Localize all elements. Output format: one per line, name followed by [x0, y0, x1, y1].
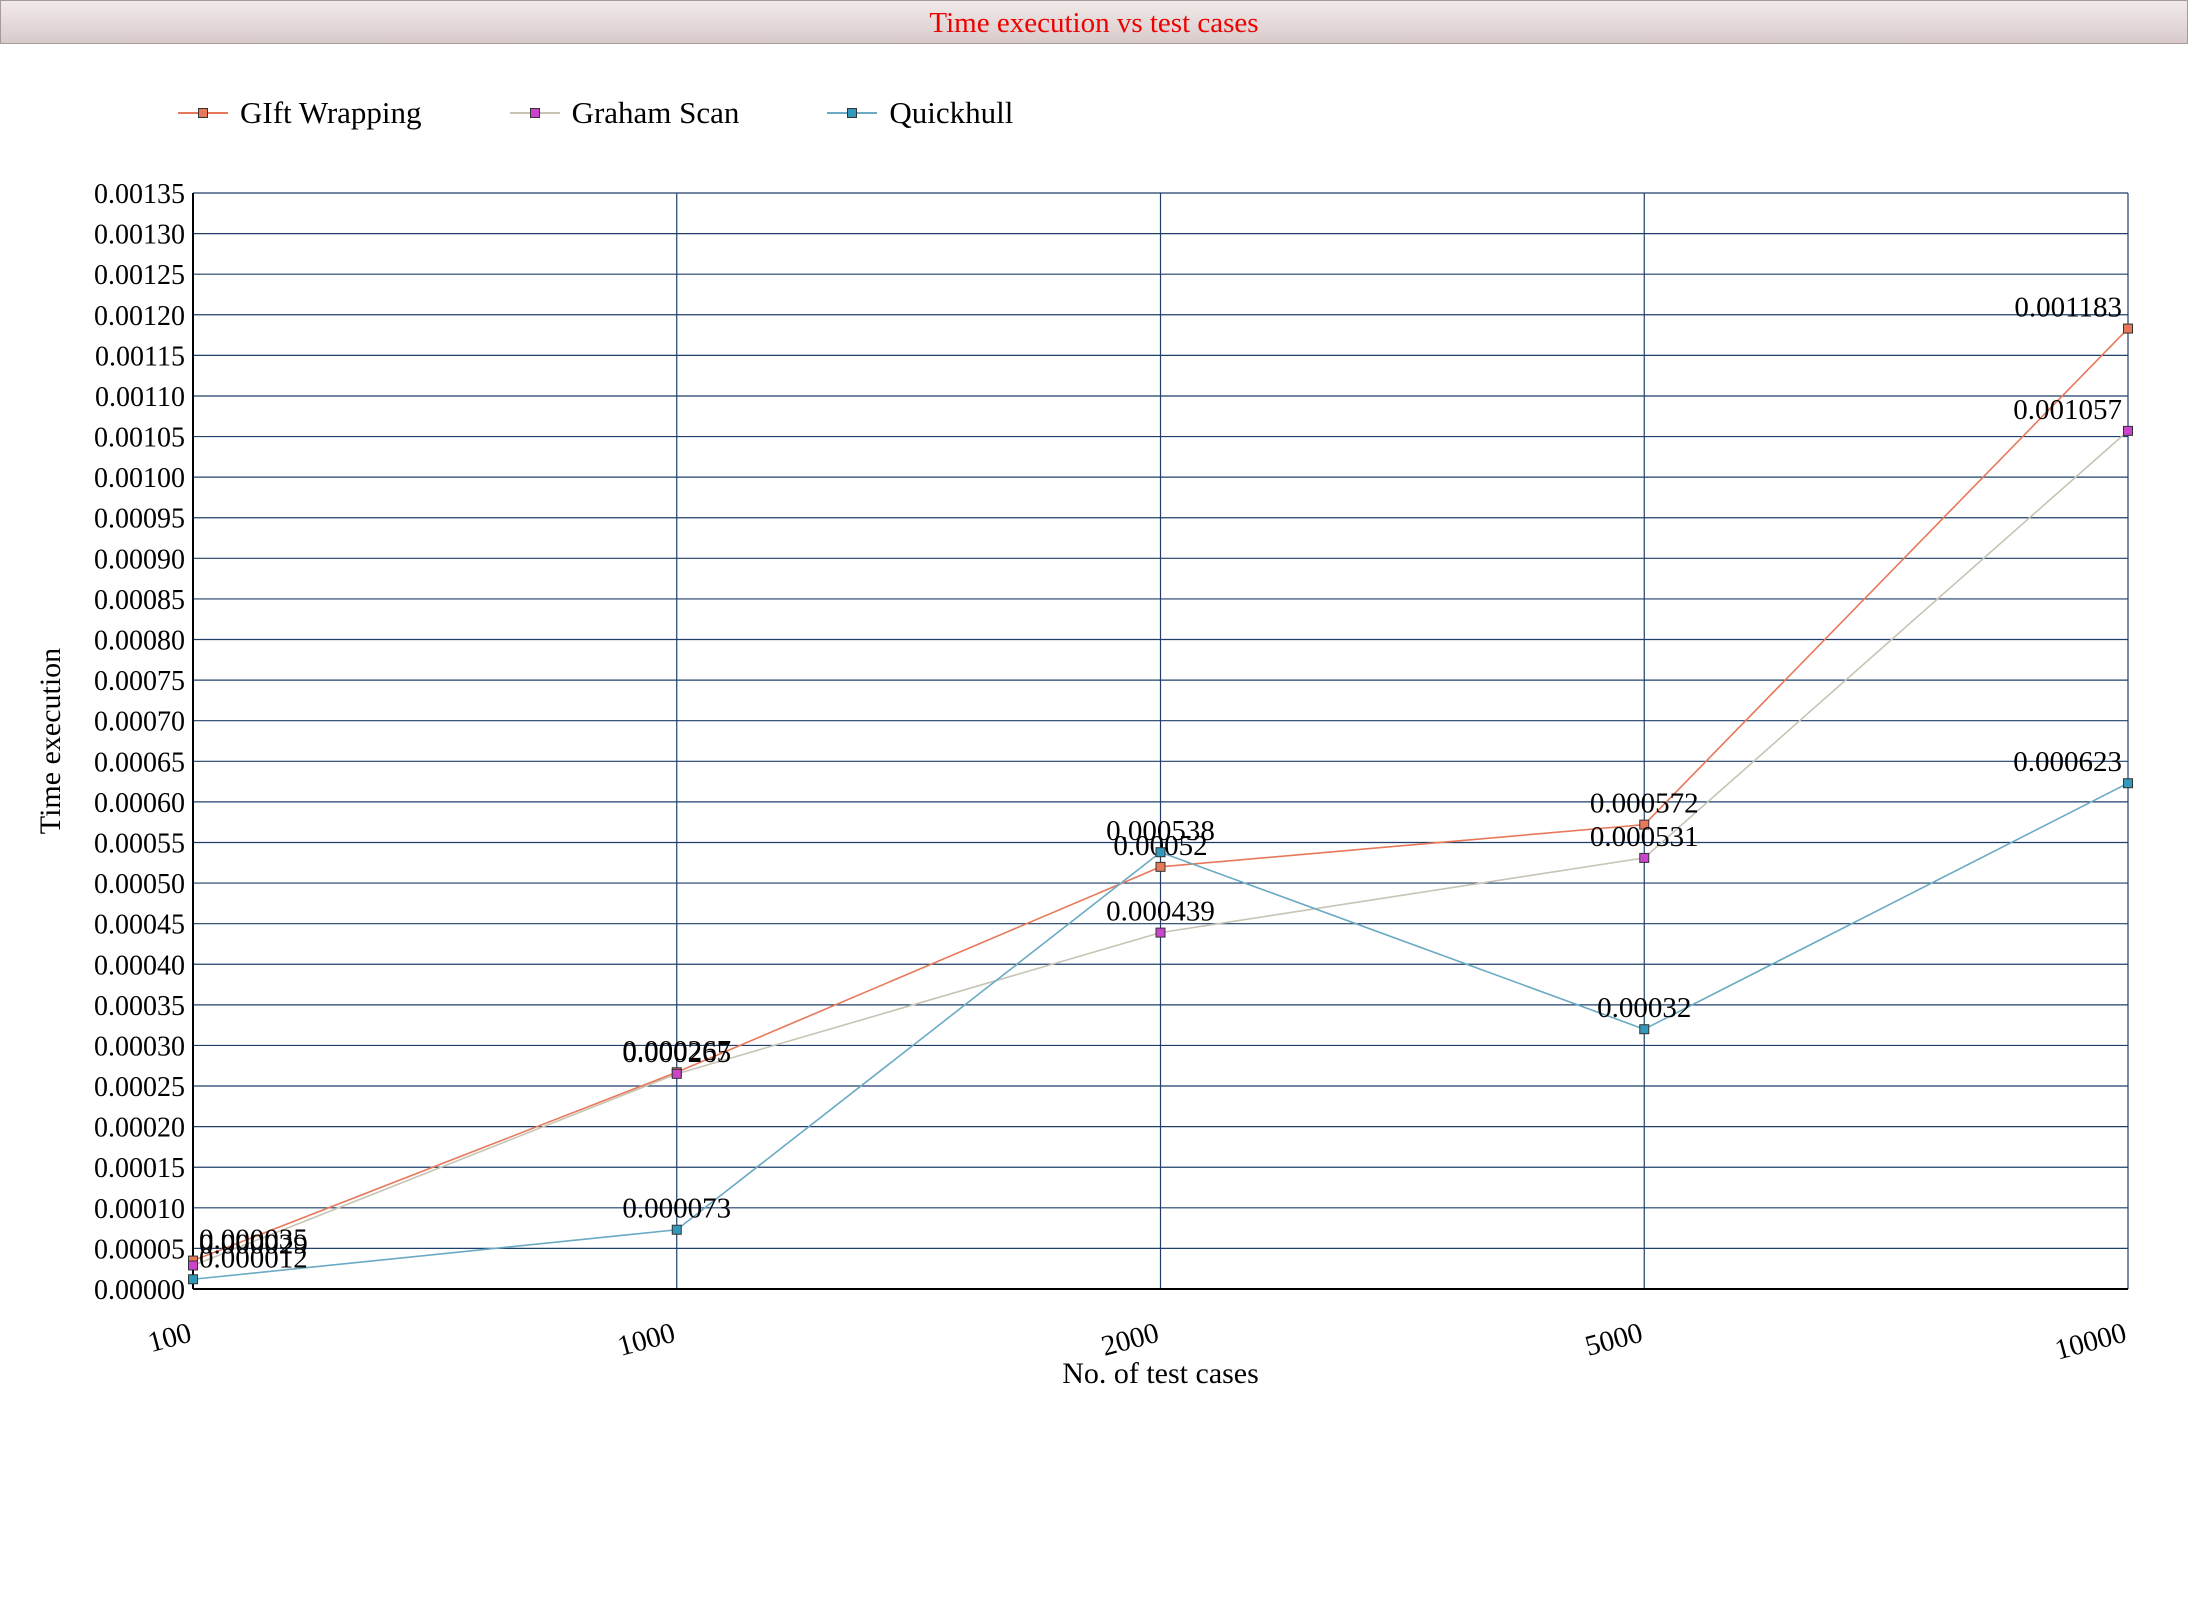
data-label: 0.000531	[1590, 821, 1699, 853]
x-tick-label: 10000	[2052, 1317, 2130, 1367]
data-point	[671, 1068, 682, 1079]
y-tick-label: 0.00065	[94, 747, 185, 778]
y-tick-label: 0.00125	[94, 260, 185, 291]
data-point	[1639, 1024, 1650, 1035]
y-tick-label: 0.00045	[94, 910, 185, 941]
y-tick-label: 0.00035	[94, 991, 185, 1022]
y-tick-label: 0.00085	[94, 585, 185, 616]
data-label: 0.000073	[622, 1193, 731, 1225]
y-tick-label: 0.00130	[94, 220, 185, 251]
data-point	[1155, 861, 1166, 872]
x-tick-label: 2000	[1098, 1317, 1162, 1363]
data-label: 0.001057	[2013, 394, 2122, 426]
y-tick-label: 0.00135	[94, 179, 185, 210]
data-label: 0.001183	[2014, 292, 2122, 324]
data-label: 0.00032	[1597, 992, 1691, 1024]
legend-swatch-icon	[827, 105, 878, 121]
data-label: 0.000623	[2013, 746, 2122, 778]
legend-swatch-icon	[178, 105, 228, 121]
x-tick-label: 1000	[614, 1317, 678, 1363]
data-label: 0.000265	[622, 1037, 731, 1069]
data-point	[2123, 425, 2133, 436]
y-tick-label: 0.00015	[94, 1153, 185, 1184]
legend-item-quickhull[interactable]: Quickhull	[827, 95, 1013, 131]
y-tick-label: 0.00120	[94, 301, 185, 332]
data-point	[2123, 778, 2133, 789]
data-label: 0.000538	[1106, 815, 1215, 847]
legend-label: Graham Scan	[571, 95, 740, 130]
data-point	[1639, 852, 1650, 863]
y-tick-label: 0.00055	[94, 828, 185, 859]
legend-swatch-icon	[509, 105, 560, 121]
y-tick-label: 0.00075	[94, 666, 185, 697]
data-point	[188, 1274, 198, 1285]
data-label: 0.000029	[199, 1228, 308, 1260]
data-label: 0.000012	[199, 1242, 308, 1274]
y-tick-label: 0.00080	[94, 626, 185, 657]
y-tick-label: 0.00025	[94, 1072, 185, 1103]
data-label: 0.000439	[1106, 896, 1215, 928]
y-tick-label: 0.00005	[94, 1234, 185, 1265]
data-point	[2123, 323, 2133, 334]
y-tick-label: 0.00030	[94, 1031, 185, 1062]
chart-legend: GIft Wrapping Graham Scan Quickhull	[178, 92, 1101, 134]
y-axis-label: Time execution	[34, 648, 67, 834]
y-tick-label: 0.00000	[94, 1275, 185, 1306]
y-tick-label: 0.00010	[94, 1194, 185, 1225]
y-tick-label: 0.00020	[94, 1113, 185, 1144]
y-tick-label: 0.00115	[95, 341, 185, 372]
data-point	[1155, 927, 1166, 938]
y-tick-label: 0.00100	[94, 463, 185, 494]
data-point	[1639, 819, 1650, 830]
data-label: 0.000267	[622, 1035, 731, 1067]
y-tick-label: 0.00105	[94, 423, 185, 454]
data-point	[1155, 847, 1166, 858]
y-tick-label: 0.00050	[94, 869, 185, 900]
y-tick-label: 0.00090	[94, 544, 185, 575]
data-label: 0.000035	[199, 1224, 308, 1256]
y-tick-label: 0.00095	[94, 504, 185, 535]
y-tick-label: 0.00110	[95, 382, 185, 413]
legend-label: Quickhull	[889, 95, 1014, 130]
data-label: 0.000572	[1590, 788, 1699, 820]
chart-title: Time execution vs test cases	[0, 0, 2188, 44]
x-tick-label: 100	[145, 1317, 195, 1359]
data-point	[671, 1224, 682, 1235]
x-axis-label: No. of test cases	[1062, 1357, 1259, 1390]
y-tick-label: 0.00060	[94, 788, 185, 819]
legend-item-gift-wrapping[interactable]: GIft Wrapping	[178, 95, 422, 131]
y-tick-label: 0.00070	[94, 707, 185, 738]
x-tick-label: 5000	[1582, 1317, 1646, 1363]
data-point	[188, 1260, 198, 1271]
legend-label: GIft Wrapping	[240, 95, 422, 130]
legend-item-graham-scan[interactable]: Graham Scan	[509, 95, 740, 131]
y-tick-label: 0.00040	[94, 950, 185, 981]
